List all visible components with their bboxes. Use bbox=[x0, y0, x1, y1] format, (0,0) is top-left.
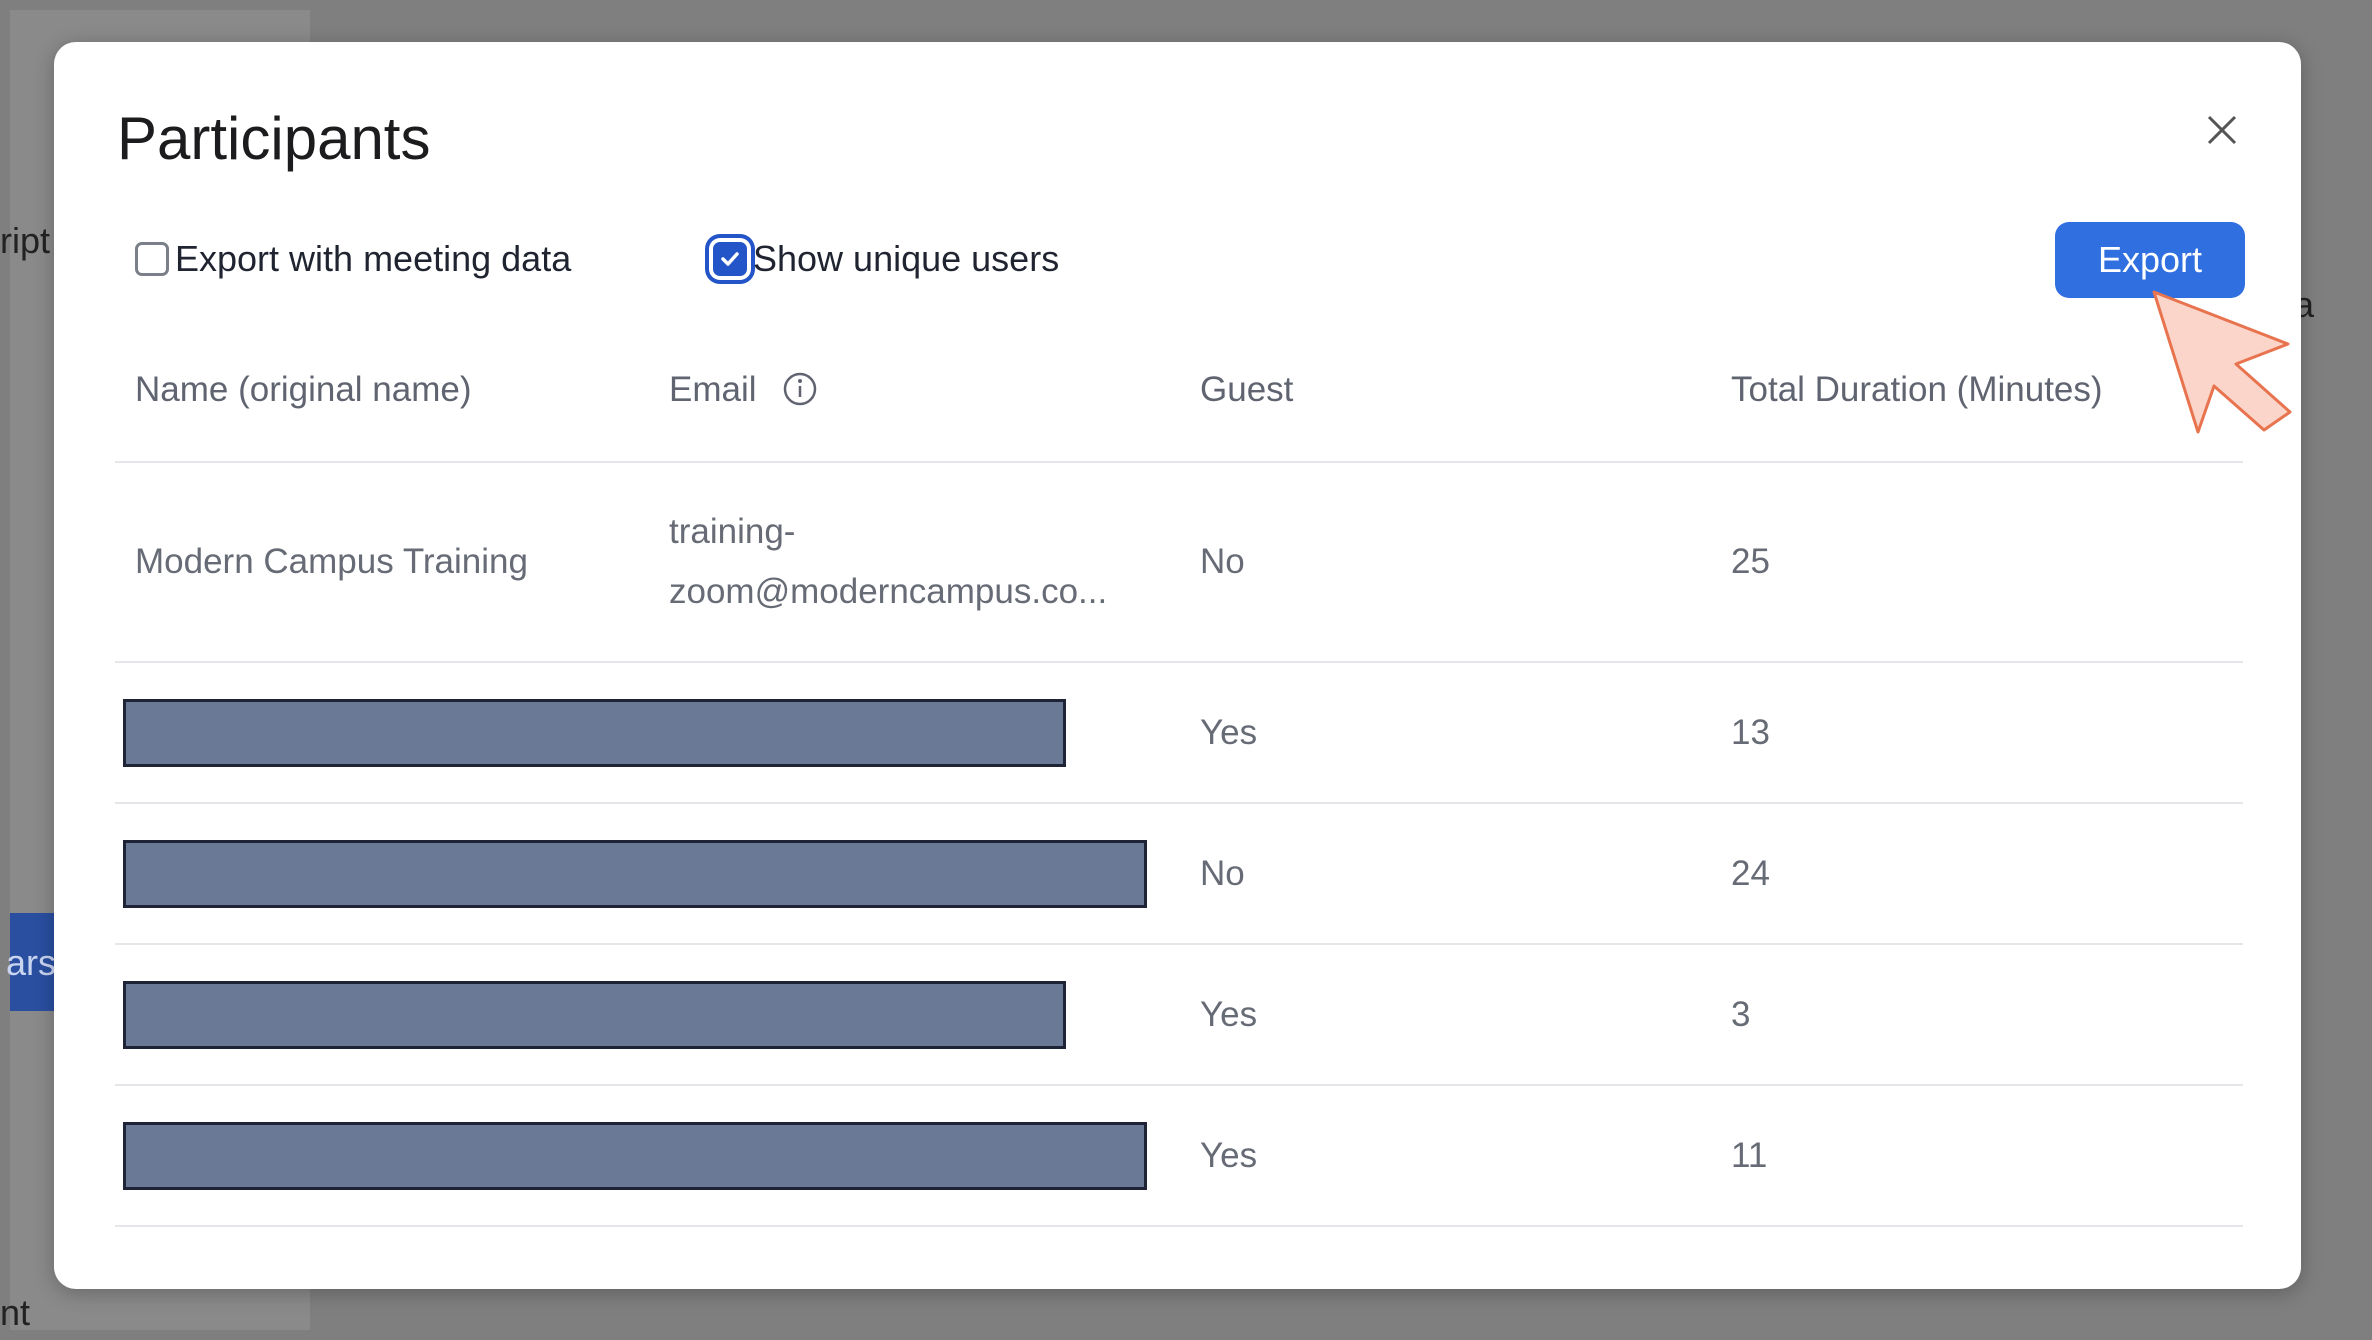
background-text: nt bbox=[0, 1292, 31, 1333]
guest-status: Yes bbox=[1200, 712, 1258, 752]
row-divider bbox=[115, 802, 2243, 804]
checkbox[interactable] bbox=[135, 242, 169, 276]
redacted-block bbox=[123, 698, 1066, 767]
total-duration: 3 bbox=[1731, 994, 1751, 1034]
row-divider bbox=[115, 1225, 2243, 1227]
checkbox[interactable] bbox=[713, 242, 747, 276]
row-divider bbox=[115, 943, 2243, 945]
background-text: ars bbox=[6, 942, 57, 983]
redacted-block bbox=[123, 839, 1147, 908]
row-divider bbox=[115, 461, 2243, 463]
info-icon[interactable] bbox=[781, 370, 819, 413]
checkmark bbox=[721, 252, 739, 266]
cursor-pointer bbox=[2152, 290, 2292, 434]
row-divider bbox=[115, 1084, 2243, 1086]
column-header: Total Duration (Minutes) bbox=[1731, 370, 2103, 409]
total-duration: 13 bbox=[1731, 712, 1770, 752]
total-duration: 11 bbox=[1731, 1135, 1768, 1175]
info-glyph bbox=[783, 372, 817, 406]
participants-dialog: Participants Export Export with meeting … bbox=[54, 42, 2301, 1289]
participant-email: zoom@moderncampus.co... bbox=[669, 572, 1108, 611]
total-duration: 24 bbox=[1731, 853, 1770, 893]
participant-email: training- bbox=[669, 512, 796, 551]
column-header: Guest bbox=[1200, 370, 1294, 409]
total-duration: 25 bbox=[1731, 542, 1770, 581]
close-button[interactable] bbox=[2206, 114, 2238, 146]
guest-status: Yes bbox=[1200, 994, 1258, 1034]
export-button[interactable]: Export bbox=[2055, 222, 2245, 298]
participant-name: Modern Campus Training bbox=[135, 542, 528, 581]
redacted-block bbox=[123, 980, 1066, 1049]
redacted-block bbox=[123, 1121, 1147, 1190]
row-divider bbox=[115, 661, 2243, 663]
dialog-title: Participants bbox=[117, 105, 431, 172]
guest-status: Yes bbox=[1200, 1135, 1258, 1175]
checkbox-label: Export with meeting data bbox=[175, 238, 572, 279]
column-header: Email bbox=[669, 370, 757, 409]
guest-status: No bbox=[1200, 853, 1245, 893]
guest-status: No bbox=[1200, 542, 1245, 581]
column-header: Name (original name) bbox=[135, 370, 472, 409]
checkbox-label: Show unique users bbox=[753, 238, 1060, 279]
background-text: ript bbox=[0, 220, 51, 261]
